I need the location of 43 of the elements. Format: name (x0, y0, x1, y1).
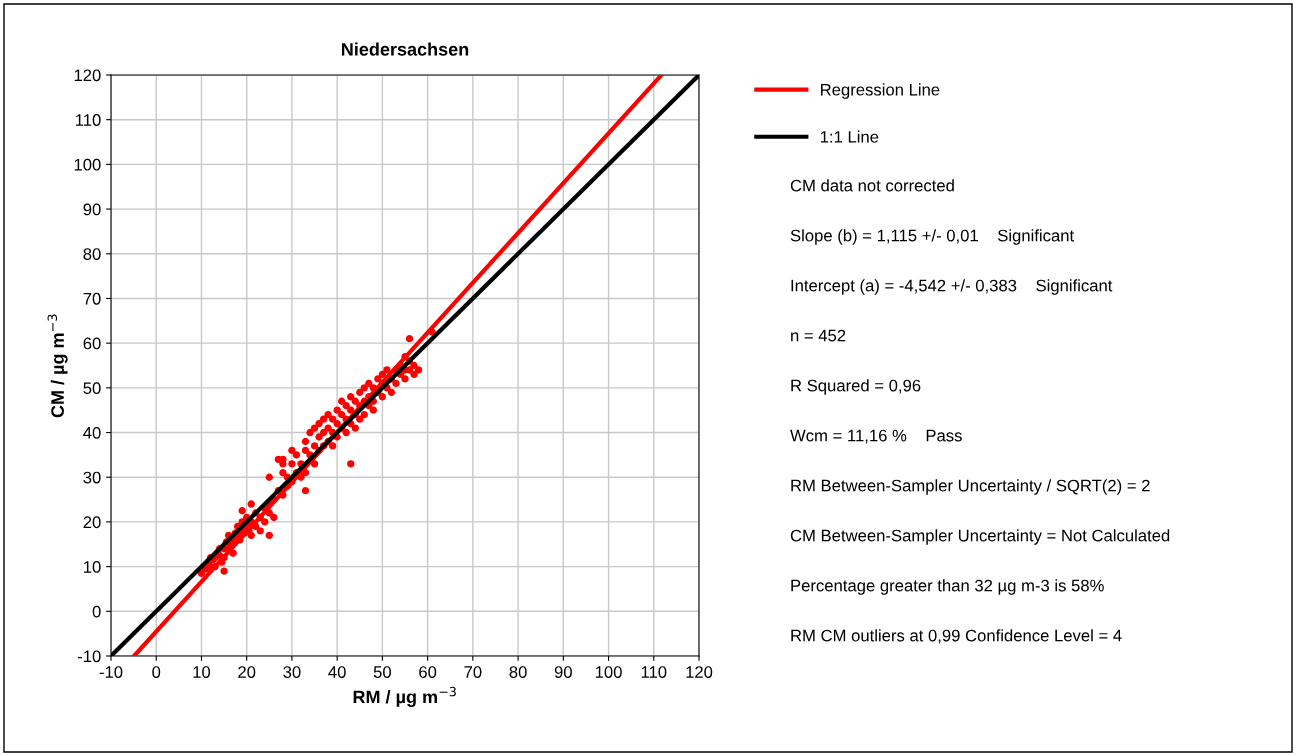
x-tick-label: 70 (464, 666, 482, 678)
y-tick-label: 20 (83, 516, 101, 529)
x-tick-label: 100 (595, 666, 622, 678)
x-tick-label: 80 (509, 666, 527, 678)
y-tick-label: 0 (92, 605, 101, 618)
x-tick-label: 60 (419, 666, 437, 678)
y-tick-label: 110 (75, 114, 101, 126)
y-tick-label: 50 (83, 382, 101, 395)
x-tick-label: -10 (99, 666, 123, 678)
legend-label: Regression Line (821, 83, 940, 99)
x-tick-label: 40 (328, 666, 346, 678)
chart-title: Niedersachsen (341, 42, 469, 56)
text: Percentage greater than 32 µg m-3 is 58% (791, 579, 1104, 595)
y-axis-title: CM / µg m$^{−3}$ (47, 314, 68, 418)
text: CM Between-Sampler Uncertainty = Not Calculated (790, 529, 1170, 545)
y-tick-label: 100 (74, 158, 101, 171)
text: RM CM outliers at 0,99 Confidence Level = 4 (791, 629, 1122, 644)
text: R Squared = 0,96 (791, 379, 921, 395)
x-tick-label: 110 (641, 666, 667, 678)
y-tick-label: 120 (74, 69, 101, 82)
y-tick-label: 80 (83, 248, 101, 260)
text: RM Between-Sampler Uncertainty / SQRT(2) = 2 (791, 479, 1150, 495)
text: Slope (b) = 1,115 +/- 0,01 Significant (790, 229, 1075, 245)
x-tick-label: 30 (283, 666, 301, 678)
x-axis-title: RM / µg m$^{−3}$ (353, 686, 456, 707)
text: Wcm = 11,16 % Pass (790, 429, 962, 444)
y-tick-label: 70 (83, 292, 101, 305)
y-tick-label: 10 (84, 561, 101, 573)
y-tick-label: 40 (83, 426, 101, 439)
x-tick-label: 120 (686, 666, 713, 678)
x-tick-label: 50 (373, 666, 391, 678)
y-tick-label: 30 (83, 471, 101, 484)
x-tick-label: 10 (193, 666, 211, 678)
y-tick-label: 90 (83, 203, 101, 216)
y-tick-label: -10 (77, 650, 101, 663)
legend-label: 1:1 Line (820, 130, 879, 143)
x-tick-label: 0 (152, 666, 161, 678)
y-tick-label: 60 (83, 337, 101, 350)
x-tick-label: 20 (238, 666, 256, 678)
text: Intercept (a) = -4,542 +/- 0,383 Significant (791, 279, 1113, 295)
text: CM data not corrected (790, 179, 954, 192)
text: n = 452 (791, 329, 846, 342)
x-tick-label: 90 (554, 666, 572, 678)
